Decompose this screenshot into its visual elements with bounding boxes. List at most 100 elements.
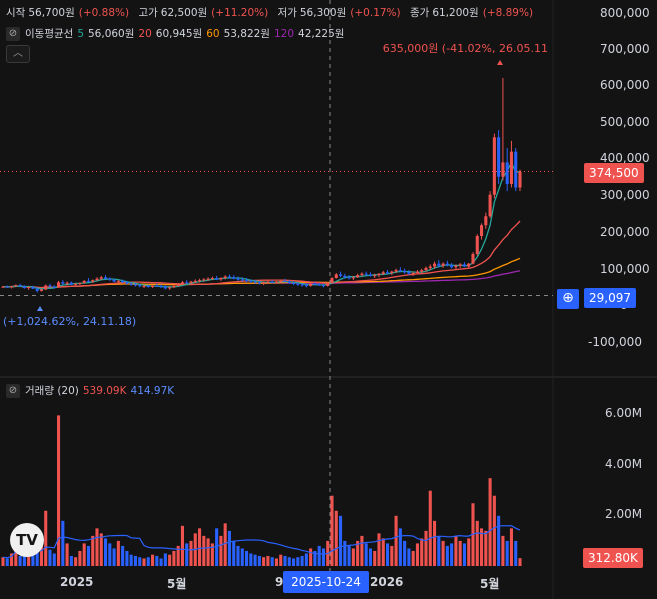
candle-body [125,282,129,284]
candle-body [5,286,9,288]
ma120-period: 120 [273,27,295,40]
volume-bar [360,535,364,566]
price-tick-label: -100,000 [588,335,642,349]
volume-bar [351,548,355,566]
volume-bar [22,554,26,566]
candle-body [287,281,291,284]
candle-body [39,289,43,291]
volume-value-down: 414.97K [130,384,175,397]
candle-body [351,277,355,279]
volume-bar [377,533,381,566]
volume-bar [428,490,432,566]
volume-bar [480,528,484,566]
candle-body [450,265,454,268]
volume-bar [424,530,428,566]
volume-bar [52,553,56,566]
time-tick-label: 2026 [370,575,404,589]
candle-body [381,272,385,274]
volume-bar [475,520,479,566]
ohlc-legend: 시작 56,700원 (+0.88%) 고가 62,500원 (+11.20%) 저가 5… [6,5,539,20]
ma120-value: 42,225원 [298,28,345,40]
candle-body [394,270,398,272]
crosshair-price-tag: 29,097 [584,288,636,308]
volume-bar [437,535,441,566]
volume-bar [44,510,48,566]
volume-bar [497,515,501,566]
ma-legend: ⊘ 이동평균선 5 56,060원 20 60,945원 60 53,822원 120… [6,26,348,41]
volume-bar [334,510,338,566]
ma20-period: 20 [138,27,152,40]
volume-bar [292,558,296,566]
high-marker [497,60,503,65]
volume-bar [91,535,95,566]
volume-bar [411,550,415,566]
volume-bar [176,545,180,566]
candle-body [445,263,449,266]
candle-body [206,278,210,280]
time-tick-label: 2025 [60,575,94,589]
open-label: 시작 [6,7,26,19]
volume-bar [121,545,125,566]
candle-body [155,285,159,287]
candle-body [492,137,496,195]
collapse-legend-button[interactable]: ︿ [6,45,30,63]
candle-body [146,285,150,287]
candle-body [488,194,492,217]
candle-body [368,274,372,276]
candle-body [193,280,197,282]
volume-bar [129,554,133,566]
candle-body [198,280,202,282]
candle-body [1,286,5,288]
volume-bar [373,550,377,566]
candle-body [304,285,308,287]
volume-bar [185,543,189,566]
volume-bar [317,545,321,566]
volume-bar [313,550,317,566]
candle-body [18,285,22,287]
price-tick-label: 700,000 [600,42,650,56]
candle-body [424,267,428,271]
low-annotation: (+1,024.62%, 24.11.18) [3,315,136,328]
candle-body [266,281,270,283]
candle-body [330,277,334,284]
volume-bar [450,543,454,566]
moving-average-lines [2,160,521,290]
tradingview-logo-icon[interactable]: TV [10,523,44,557]
candle-body [210,277,214,279]
volume-bar [236,545,240,566]
volume-bar [65,543,69,566]
volume-bar [509,528,513,566]
volume-bar [270,557,274,566]
volume-bar [505,540,509,566]
volume-bar [78,550,82,566]
candle-body [403,270,407,273]
candle-body [163,286,167,289]
volume-legend: ⊘ 거래량 (20) 539.09K 414.97K [6,383,174,398]
candle-body [61,282,65,284]
candle-body [428,266,432,268]
candle-body [334,274,338,278]
low-change: (+0.17%) [350,7,401,19]
volume-bar [249,553,253,566]
eye-off-icon[interactable]: ⊘ [6,26,20,41]
candle-body [377,273,381,276]
volume-bar [381,538,385,566]
price-tick-label: 300,000 [600,188,650,202]
candle-body [454,265,458,268]
ma20-value: 60,945원 [155,28,203,40]
volume-bar [142,558,146,566]
candle-body [390,271,394,273]
open-change: (+0.88%) [78,7,130,19]
high-value: 62,500원 [160,7,208,19]
candle-body [129,283,133,285]
add-alert-plus-icon[interactable]: ⊕ [557,289,579,309]
candle-body [99,277,103,279]
candle-body [116,280,120,282]
volume-bar [27,550,31,566]
candle-body [78,283,82,285]
eye-off-icon[interactable]: ⊘ [6,383,20,398]
candle-body [420,270,424,272]
candle-body [215,277,219,280]
candle-body [86,280,90,282]
